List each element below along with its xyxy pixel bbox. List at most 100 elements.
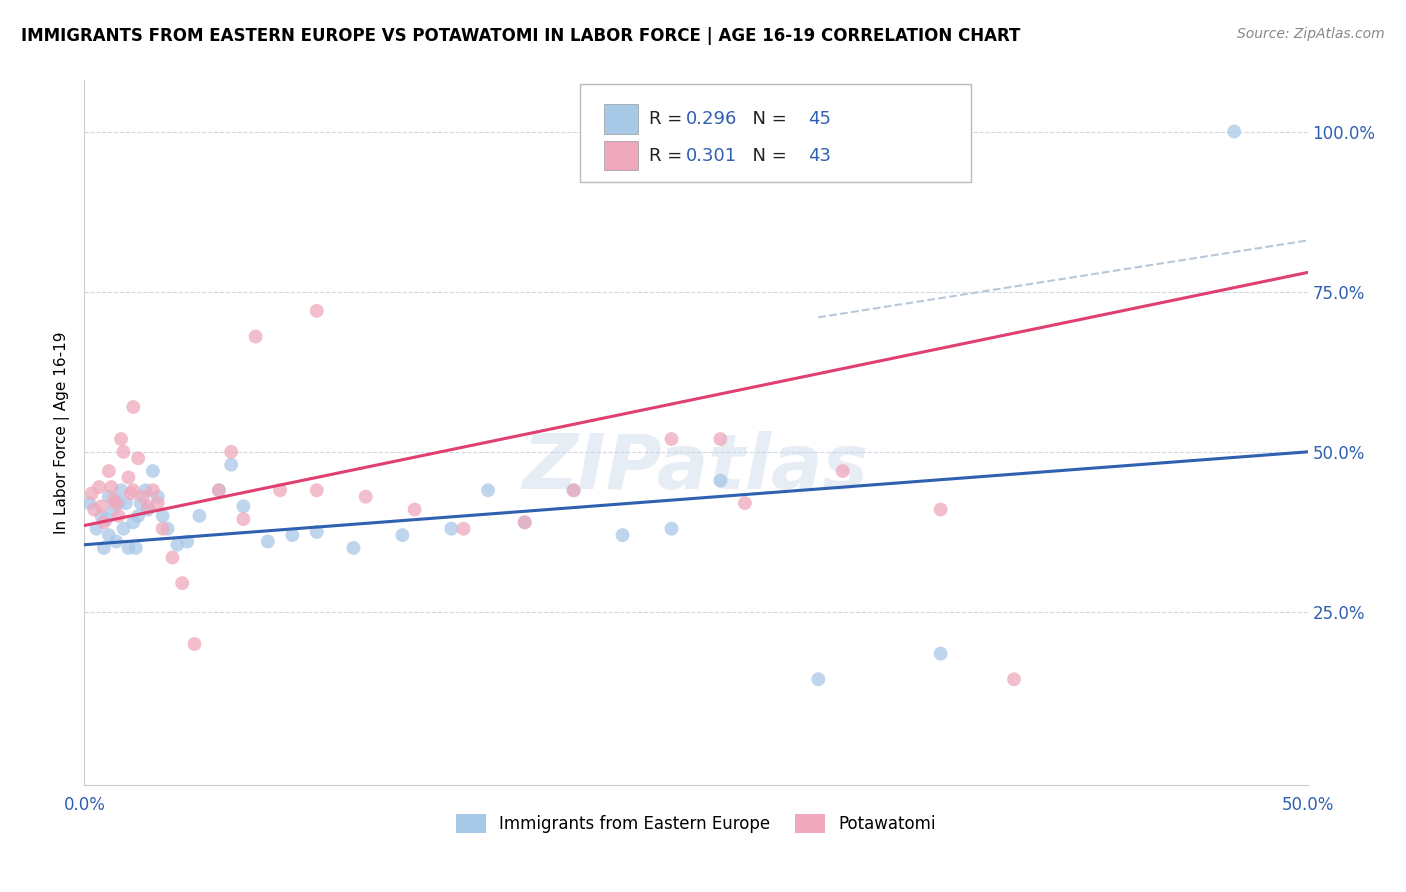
Point xyxy=(107,508,129,523)
Point xyxy=(135,483,157,498)
Point xyxy=(90,500,112,514)
Text: ZIPatlas: ZIPatlas xyxy=(523,431,869,505)
Point xyxy=(136,500,159,514)
Point xyxy=(117,470,139,484)
Point xyxy=(513,516,536,530)
Point xyxy=(245,329,267,343)
Text: 45: 45 xyxy=(808,110,831,128)
Point xyxy=(453,522,475,536)
Point xyxy=(83,502,105,516)
Point xyxy=(513,516,536,530)
Point xyxy=(122,483,145,498)
Point xyxy=(103,492,125,507)
Point xyxy=(709,474,731,488)
Point xyxy=(929,502,952,516)
Point xyxy=(103,502,125,516)
Point xyxy=(77,496,100,510)
Point xyxy=(354,490,377,504)
Legend: Immigrants from Eastern Europe, Potawatomi: Immigrants from Eastern Europe, Potawato… xyxy=(449,807,943,840)
Point xyxy=(562,483,585,498)
Point xyxy=(120,486,142,500)
Point xyxy=(100,480,122,494)
Text: N =: N = xyxy=(741,110,793,128)
Point xyxy=(709,432,731,446)
Point xyxy=(129,496,152,510)
FancyBboxPatch shape xyxy=(605,141,638,170)
Point xyxy=(166,538,188,552)
Point xyxy=(107,496,129,510)
Point xyxy=(152,522,174,536)
Point xyxy=(112,522,135,536)
Point xyxy=(105,496,128,510)
Point xyxy=(404,502,426,516)
Point xyxy=(112,445,135,459)
Point xyxy=(146,496,169,510)
Point xyxy=(232,512,254,526)
Point xyxy=(136,502,159,516)
Point xyxy=(661,432,683,446)
Point xyxy=(1223,124,1246,138)
Point xyxy=(612,528,634,542)
Point xyxy=(122,400,145,414)
Y-axis label: In Labor Force | Age 16-19: In Labor Force | Age 16-19 xyxy=(55,331,70,534)
Point xyxy=(208,483,231,498)
Point xyxy=(87,480,110,494)
Point xyxy=(208,483,231,498)
Point xyxy=(176,534,198,549)
Point xyxy=(440,522,463,536)
Point xyxy=(269,483,291,498)
Point xyxy=(97,528,120,542)
FancyBboxPatch shape xyxy=(605,104,638,134)
Point xyxy=(477,483,499,498)
Point xyxy=(305,304,328,318)
Point xyxy=(807,673,830,687)
Point xyxy=(90,508,112,523)
Point xyxy=(127,508,149,523)
Point xyxy=(188,508,211,523)
Point xyxy=(115,496,138,510)
Point xyxy=(110,432,132,446)
Point xyxy=(183,637,205,651)
Point xyxy=(1002,673,1025,687)
Point xyxy=(127,451,149,466)
Point xyxy=(125,541,148,555)
Text: 0.301: 0.301 xyxy=(686,146,737,165)
Point xyxy=(110,483,132,498)
Text: 43: 43 xyxy=(808,146,831,165)
Text: IMMIGRANTS FROM EASTERN EUROPE VS POTAWATOMI IN LABOR FORCE | AGE 16-19 CORRELAT: IMMIGRANTS FROM EASTERN EUROPE VS POTAWA… xyxy=(21,27,1021,45)
Text: R =: R = xyxy=(650,146,689,165)
Point xyxy=(105,534,128,549)
Point xyxy=(219,445,242,459)
Point xyxy=(172,576,194,591)
Point xyxy=(734,496,756,510)
Point xyxy=(142,483,165,498)
Point xyxy=(219,458,242,472)
Point xyxy=(156,522,179,536)
Point xyxy=(305,483,328,498)
Text: 0.296: 0.296 xyxy=(686,110,738,128)
Point xyxy=(142,464,165,478)
FancyBboxPatch shape xyxy=(579,84,972,183)
Point xyxy=(97,464,120,478)
Point xyxy=(132,490,155,504)
Point xyxy=(80,486,103,500)
Point xyxy=(305,524,328,539)
Point xyxy=(562,483,585,498)
Point xyxy=(97,490,120,504)
Point xyxy=(232,500,254,514)
Point xyxy=(257,534,280,549)
Point xyxy=(117,541,139,555)
Point xyxy=(93,541,115,555)
Point xyxy=(342,541,364,555)
Point xyxy=(281,528,304,542)
Point xyxy=(391,528,413,542)
Point xyxy=(831,464,853,478)
Text: R =: R = xyxy=(650,110,689,128)
Point xyxy=(96,512,118,526)
Point xyxy=(929,647,952,661)
Point xyxy=(162,550,184,565)
Point xyxy=(86,522,108,536)
Point xyxy=(146,490,169,504)
Text: Source: ZipAtlas.com: Source: ZipAtlas.com xyxy=(1237,27,1385,41)
Point xyxy=(661,522,683,536)
